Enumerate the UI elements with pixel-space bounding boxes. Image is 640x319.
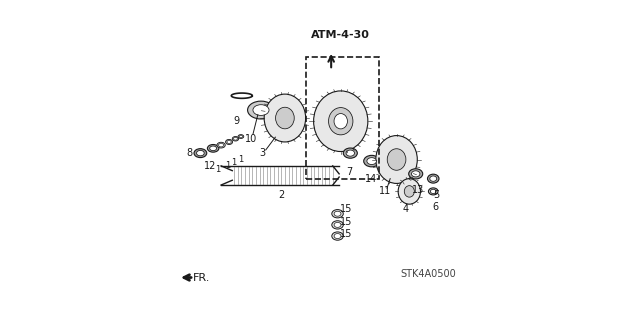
Ellipse shape	[328, 108, 353, 135]
Ellipse shape	[334, 234, 341, 239]
Ellipse shape	[376, 136, 417, 183]
Ellipse shape	[332, 210, 343, 218]
Ellipse shape	[346, 150, 355, 156]
Text: 1: 1	[231, 158, 237, 167]
Ellipse shape	[234, 137, 237, 140]
Text: 11: 11	[380, 186, 392, 197]
Ellipse shape	[332, 232, 343, 240]
Ellipse shape	[387, 149, 406, 170]
Ellipse shape	[196, 151, 204, 156]
Ellipse shape	[225, 139, 232, 145]
Ellipse shape	[239, 135, 243, 138]
Ellipse shape	[404, 186, 414, 197]
Text: 2: 2	[278, 189, 285, 200]
Ellipse shape	[343, 148, 357, 158]
Ellipse shape	[334, 211, 341, 216]
Text: STK4A0500: STK4A0500	[401, 269, 456, 279]
Ellipse shape	[232, 137, 239, 141]
Ellipse shape	[194, 149, 207, 158]
Ellipse shape	[207, 145, 219, 152]
Text: 13: 13	[412, 185, 424, 195]
Text: 1: 1	[215, 165, 221, 174]
Ellipse shape	[409, 169, 422, 179]
Ellipse shape	[217, 142, 225, 148]
Text: 14: 14	[365, 174, 377, 184]
Text: 15: 15	[340, 204, 353, 214]
Ellipse shape	[412, 171, 420, 177]
Ellipse shape	[227, 140, 231, 144]
Text: 5: 5	[433, 189, 440, 200]
Text: 9: 9	[234, 116, 239, 126]
Text: 7: 7	[346, 167, 353, 177]
Ellipse shape	[398, 179, 420, 204]
Ellipse shape	[367, 158, 376, 165]
Ellipse shape	[428, 174, 439, 183]
Ellipse shape	[330, 108, 352, 134]
Text: ATM-4-30: ATM-4-30	[311, 30, 370, 40]
Ellipse shape	[314, 91, 368, 152]
Ellipse shape	[238, 135, 244, 138]
Ellipse shape	[210, 146, 216, 151]
Ellipse shape	[364, 155, 380, 167]
Text: 4: 4	[403, 204, 408, 214]
Ellipse shape	[276, 107, 294, 129]
Ellipse shape	[219, 144, 223, 147]
Text: 15: 15	[340, 229, 353, 240]
Ellipse shape	[430, 176, 436, 181]
Text: 3: 3	[259, 148, 266, 158]
Text: 1: 1	[237, 155, 243, 164]
Text: 8: 8	[186, 148, 192, 158]
Ellipse shape	[334, 222, 341, 227]
Text: FR.: FR.	[193, 273, 211, 283]
Ellipse shape	[334, 114, 348, 129]
Ellipse shape	[428, 188, 438, 195]
Text: 10: 10	[245, 134, 257, 144]
Ellipse shape	[264, 94, 306, 142]
Ellipse shape	[248, 101, 275, 119]
Text: 1: 1	[225, 161, 230, 170]
Text: 6: 6	[433, 202, 438, 212]
Ellipse shape	[253, 105, 269, 115]
Text: 15: 15	[340, 217, 353, 227]
Text: 12: 12	[204, 161, 216, 171]
Ellipse shape	[332, 221, 343, 229]
Ellipse shape	[430, 189, 436, 194]
